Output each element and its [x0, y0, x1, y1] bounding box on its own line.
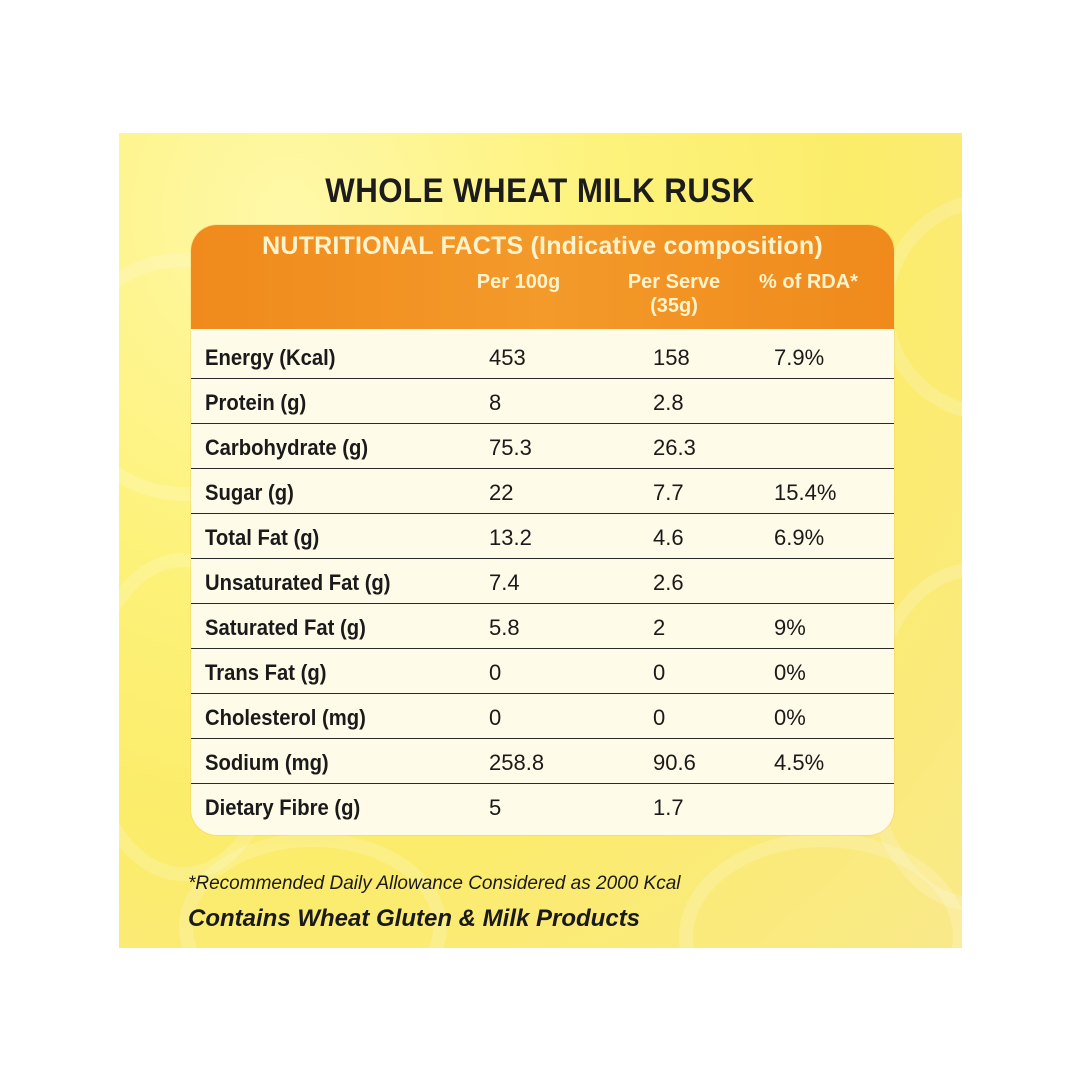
value-rda: 15.4% — [774, 480, 837, 505]
value-rda: 0% — [774, 705, 806, 730]
value-per-100g: 22 — [489, 480, 514, 505]
table-row: Cholesterol (mg) 0 0 0% — [191, 695, 894, 739]
row-divider — [191, 558, 894, 559]
column-header-per-100g: Per 100g — [476, 271, 561, 293]
value-per-100g: 0 — [489, 705, 502, 730]
table-row: Unsaturated Fat (g) 7.4 2.6 — [191, 560, 894, 604]
value-per-100g: 75.3 — [489, 435, 532, 460]
value-rda: 4.5% — [774, 750, 825, 775]
value-rda: 7.9% — [774, 345, 825, 370]
value-rda: 0% — [774, 660, 806, 685]
table-row: Trans Fat (g) 0 0 0% — [191, 650, 894, 694]
value-per-serve: 1.7 — [653, 795, 684, 820]
column-header-rda: % of RDA* — [759, 271, 858, 293]
table-row: Sugar (g) 22 7.7 15.4% — [191, 470, 894, 514]
row-divider — [191, 693, 894, 694]
value-per-serve: 0 — [653, 660, 666, 685]
table-row: Total Fat (g) 13.2 4.6 6.9% — [191, 515, 894, 559]
value-per-100g: 0 — [489, 660, 502, 685]
nutrient-name: Dietary Fibre (g) — [205, 795, 361, 820]
value-per-serve: 7.7 — [653, 480, 684, 505]
value-per-serve: 2.6 — [653, 570, 684, 595]
value-per-serve: 158 — [653, 345, 690, 370]
value-per-serve: 4.6 — [653, 525, 684, 550]
value-per-100g: 258.8 — [489, 750, 545, 775]
table-row: Energy (Kcal) 453 158 7.9% — [191, 335, 894, 379]
value-per-serve: 90.6 — [653, 750, 696, 775]
nutrient-name: Unsaturated Fat (g) — [205, 570, 391, 595]
row-divider — [191, 423, 894, 424]
value-per-100g: 8 — [489, 390, 502, 415]
table-heading: NUTRITIONAL FACTS (Indicative compositio… — [262, 232, 823, 260]
column-header-per-serve: Per Serve (35g) — [627, 271, 721, 317]
nutrient-name: Sugar (g) — [205, 480, 294, 505]
row-divider — [191, 378, 894, 379]
table-row: Sodium (mg) 258.8 90.6 4.5% — [191, 740, 894, 784]
row-divider — [191, 738, 894, 739]
value-per-100g: 453 — [489, 345, 526, 370]
nutrition-table: NUTRITIONAL FACTS (Indicative compositio… — [191, 225, 894, 835]
product-title: WHOLE WHEAT MILK RUSK — [325, 172, 755, 210]
table-row: Saturated Fat (g) 5.8 2 9% — [191, 605, 894, 649]
nutrient-name: Energy (Kcal) — [205, 345, 336, 370]
row-divider — [191, 603, 894, 604]
nutrient-name: Sodium (mg) — [205, 750, 329, 775]
value-rda: 6.9% — [774, 525, 825, 550]
value-per-100g: 7.4 — [489, 570, 520, 595]
row-divider — [191, 783, 894, 784]
value-rda: 9% — [774, 615, 806, 640]
table-header: NUTRITIONAL FACTS (Indicative compositio… — [191, 225, 894, 329]
row-divider — [191, 513, 894, 514]
value-per-serve: 26.3 — [653, 435, 696, 460]
nutrient-name: Trans Fat (g) — [205, 660, 327, 685]
table-row: Dietary Fibre (g) 5 1.7 — [191, 785, 894, 829]
nutrient-name: Carbohydrate (g) — [205, 435, 369, 460]
allergen-statement: Contains Wheat Gluten & Milk Products — [188, 905, 641, 932]
value-per-serve: 0 — [653, 705, 666, 730]
rda-footnote: *Recommended Daily Allowance Considered … — [188, 873, 681, 894]
nutrient-name: Saturated Fat (g) — [205, 615, 366, 640]
table-row: Carbohydrate (g) 75.3 26.3 — [191, 425, 894, 469]
value-per-serve: 2 — [653, 615, 666, 640]
row-divider — [191, 468, 894, 469]
value-per-100g: 5.8 — [489, 615, 520, 640]
nutrient-name: Total Fat (g) — [205, 525, 320, 550]
row-divider — [191, 648, 894, 649]
nutrient-name: Protein (g) — [205, 390, 307, 415]
value-per-100g: 5 — [489, 795, 502, 820]
nutrient-name: Cholesterol (mg) — [205, 705, 366, 730]
table-row: Protein (g) 8 2.8 — [191, 380, 894, 424]
value-per-serve: 2.8 — [653, 390, 684, 415]
value-per-100g: 13.2 — [489, 525, 532, 550]
